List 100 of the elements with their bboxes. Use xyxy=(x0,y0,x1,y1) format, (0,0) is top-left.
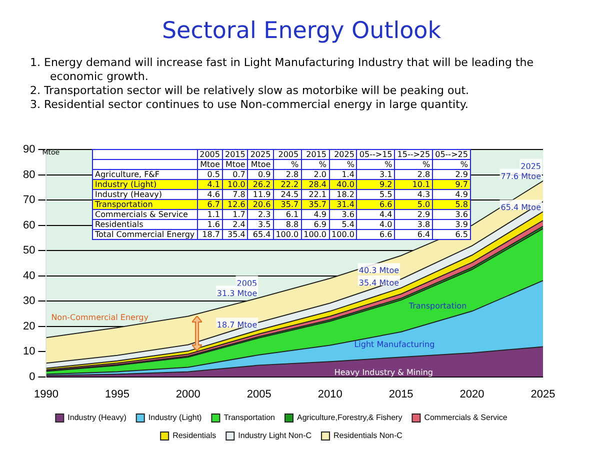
annotation: 40.0 xyxy=(329,180,357,190)
annotation: 18.7 xyxy=(197,230,222,240)
annotation: 6.5 xyxy=(432,230,470,240)
annotation: 15-->25 xyxy=(394,150,433,160)
annotation: 9.7 xyxy=(432,180,470,190)
y-tick-label: 90 xyxy=(22,144,36,156)
y-tick-label: 30 xyxy=(22,295,36,308)
annotation: Mtoe xyxy=(222,160,248,170)
x-tick-label: 2000 xyxy=(176,388,200,400)
annotation: Heavy Industry & Mining xyxy=(334,368,434,378)
annotation: 28.4 xyxy=(301,180,330,190)
annotation: 100.0 xyxy=(329,230,357,240)
annotation: 4.4 xyxy=(356,210,395,220)
annotation: 2025 xyxy=(329,150,357,160)
annotation: 7.8 xyxy=(222,190,248,200)
legend-label: Agriculture,Forestry,& Fishery xyxy=(296,413,402,422)
annotation: 5.5 xyxy=(356,190,395,200)
annotation: 2.9 xyxy=(432,170,470,180)
annotation: 4.1 xyxy=(197,180,222,190)
annotation: % xyxy=(273,160,302,170)
annotation: 10.0 xyxy=(222,180,248,190)
annotation: 22.1 xyxy=(301,190,330,200)
annotation: 2.0 xyxy=(301,170,330,180)
annotation: 9.2 xyxy=(356,180,395,190)
annotation: 5.8 xyxy=(432,200,470,210)
annotation: Commercials & Service xyxy=(92,210,198,220)
annotation: 40.3 Mtoe xyxy=(358,266,400,276)
x-tick-label: 1995 xyxy=(104,388,130,400)
annotation: 3.9 xyxy=(432,220,470,230)
annotation: 35.7 xyxy=(301,200,330,210)
annotation: 6.1 xyxy=(273,210,302,220)
annotation: 65.4 xyxy=(248,230,274,240)
annotation: 18.7 Mtoe xyxy=(216,320,258,330)
x-tick-label: 2010 xyxy=(318,388,342,400)
annotation: Mtoe xyxy=(248,160,274,170)
annotation: 26.2 xyxy=(248,180,274,190)
legend-label: Industry (Light) xyxy=(148,413,202,422)
annotation: 31.4 xyxy=(329,200,357,210)
annotation: Agriculture, F&F xyxy=(92,170,198,180)
annotation: 2.3 xyxy=(248,210,274,220)
annotation: Total Commercial Energy xyxy=(92,230,198,240)
y-tick-label: 10 xyxy=(22,346,36,358)
annotation: 2015 xyxy=(301,150,330,160)
annotation: % xyxy=(301,160,330,170)
annotation: 4.0 xyxy=(356,220,395,230)
y-tick-label: 60 xyxy=(22,219,36,232)
annotation: 1.6 xyxy=(197,220,222,230)
annotation: 6.9 xyxy=(301,220,330,230)
x-tick-label: 2005 xyxy=(246,388,272,400)
annotation: 05-->15 xyxy=(356,150,395,160)
annotation: 2005 31.3 Mtoe xyxy=(216,278,258,298)
annotation: 2.8 xyxy=(273,170,302,180)
annotation: 2005 xyxy=(273,150,302,160)
annotation: 6.4 xyxy=(394,230,433,240)
annotation: 65.4 Mtoe xyxy=(500,202,542,212)
annotation: 3.8 xyxy=(394,220,433,230)
legend-label: Industry (Heavy) xyxy=(68,413,127,422)
annotation: 4.9 xyxy=(432,190,470,200)
y-tick-label: 40 xyxy=(22,270,36,282)
chart-subtitle: 1. Energy demand will increase fast in Light Manufacturing Industry that will be leading the economic growth. 2. Transportation sector will be relatively slow as motorbike will be peaking out. 3. Residential sector continues to use Non-commercial energy in large quantity. xyxy=(30,56,535,112)
annotation: % xyxy=(394,160,433,170)
legend-label: Commercials & Service xyxy=(424,413,508,422)
x-tick-label: 2025 xyxy=(530,388,556,400)
annotation: Non-Commercial Energy xyxy=(51,312,149,322)
y-tick-label: 20 xyxy=(22,320,36,332)
annotation: 0.7 xyxy=(222,170,248,180)
annotation: Industry (Light) xyxy=(92,180,198,190)
annotation: 2.4 xyxy=(222,220,248,230)
annotation: 2.9 xyxy=(394,210,433,220)
y-tick-label: 70 xyxy=(22,194,36,206)
annotation: 22.2 xyxy=(273,180,302,190)
annotation: Transportation xyxy=(408,301,467,310)
annotation: % xyxy=(432,160,470,170)
annotation: 12.6 xyxy=(222,200,248,210)
annotation: 24.5 xyxy=(273,190,302,200)
annotation: 1.4 xyxy=(329,170,357,180)
legend-label: Residentials Non-C xyxy=(334,431,403,440)
y-tick-label: 0 xyxy=(29,370,36,383)
annotation: 2025 77.6 Mtoe xyxy=(500,162,542,181)
annotation: 35.7 xyxy=(273,200,302,210)
annotation: 3.6 xyxy=(432,210,470,220)
annotation: Residentials xyxy=(92,220,198,230)
legend-label: Transportation xyxy=(224,413,276,422)
annotation: 3.5 xyxy=(248,220,274,230)
annotation: 35.4 Mtoe xyxy=(358,278,400,288)
x-tick-label: 1990 xyxy=(34,388,58,400)
annotation: Industry (Heavy) xyxy=(92,190,198,200)
annotation: 1.7 xyxy=(222,210,248,220)
annotation: 20.6 xyxy=(248,200,274,210)
annotation: 0.5 xyxy=(197,170,222,180)
x-tick-label: 2020 xyxy=(460,388,484,400)
annotation: 2005 xyxy=(197,150,222,160)
legend-label: Residentials xyxy=(172,431,216,440)
annotation: 4.3 xyxy=(394,190,433,200)
annotation: 6.6 xyxy=(356,200,395,210)
annotation: Light Manufacturing xyxy=(354,340,435,350)
annotation: 2025 xyxy=(248,150,274,160)
annotation: 3.6 xyxy=(329,210,357,220)
annotation: 05-->25 xyxy=(432,150,470,160)
annotation: 0.9 xyxy=(248,170,274,180)
